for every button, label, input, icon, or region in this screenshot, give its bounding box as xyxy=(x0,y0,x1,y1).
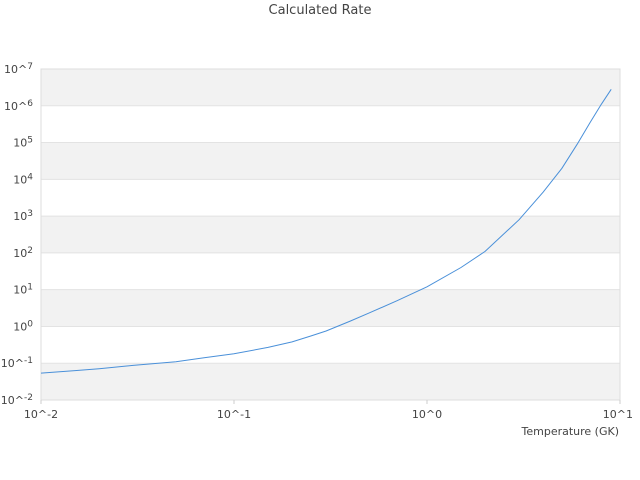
y-tick-label: 10^-1 xyxy=(1,356,33,370)
y-tick-label: 103 xyxy=(13,209,33,223)
x-tick-label: 10^0 xyxy=(412,408,442,421)
y-tick-label: 102 xyxy=(13,246,33,260)
x-axis-ticks: 10^-2 10^-1 10^0 10^1 xyxy=(24,400,633,421)
chart-title: Calculated Rate xyxy=(268,3,372,18)
y-tick-label: 10^-2 xyxy=(1,393,33,407)
x-tick-label: 10^-2 xyxy=(24,408,58,421)
grid-band xyxy=(41,69,620,106)
grid-bands xyxy=(41,68,620,401)
y-tick-label: 101 xyxy=(13,283,33,297)
y-tick-label: 10^7 xyxy=(4,62,33,76)
grid-band xyxy=(41,142,620,180)
y-tick-label: 100 xyxy=(13,319,33,333)
y-axis-ticks: 10^-2 10^-1 100 101 102 103 104 105 10^6 10^7 xyxy=(1,62,33,407)
x-tick-label: 10^-1 xyxy=(217,408,251,421)
series-group xyxy=(40,89,612,374)
y-tick-label: 104 xyxy=(13,172,33,186)
x-axis-label: Temperature (GK) xyxy=(521,425,620,438)
y-tick-label: 10^6 xyxy=(4,99,33,113)
grid-band xyxy=(41,216,620,253)
grid-band xyxy=(41,363,620,400)
grid-band xyxy=(41,289,620,327)
series-line xyxy=(40,89,612,374)
plot-frame xyxy=(40,68,621,401)
x-tick-label: 10^1 xyxy=(603,408,633,421)
y-tick-label: 105 xyxy=(13,136,33,150)
